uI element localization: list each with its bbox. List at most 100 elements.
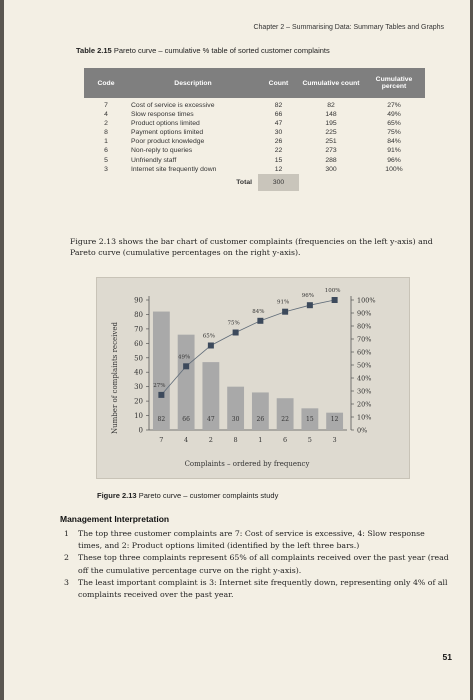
description-cell: Non-reply to queries (131, 147, 193, 155)
y2-tick-label: 50% (357, 362, 371, 370)
y2-tick-label: 80% (357, 323, 371, 331)
header-count: Count (258, 68, 299, 98)
pareto-marker (158, 391, 165, 398)
pareto-curve (161, 299, 335, 396)
description-cell: Poor product knowledge (131, 138, 205, 146)
count-cell: 26 (274, 138, 283, 146)
pareto-marker (257, 317, 264, 324)
bar-value-label: 66 (182, 416, 190, 423)
chart-svg: Number of complaints received Complaints… (111, 288, 376, 468)
pareto-point-label: 84% (252, 309, 264, 315)
y2-tick-label: 90% (357, 310, 371, 318)
cumulative-count-cell: 82 (327, 102, 335, 109)
table-caption-text: Pareto curve – cumulative % table of sor… (113, 46, 330, 55)
cumulative-count-column: 82 148 195 225 251 273 288 300 (299, 98, 363, 174)
table-total-row: Total 300 (84, 173, 425, 191)
pareto-point-label: 65% (203, 334, 215, 340)
pareto-marker (207, 342, 214, 349)
bar (251, 392, 269, 430)
count-cell: 82 (274, 102, 283, 109)
description-cell: Unfriendly staff (131, 156, 177, 164)
y-tick-label: 70 (134, 325, 143, 333)
bar (177, 334, 195, 430)
pareto-point-label: 27% (153, 383, 165, 389)
cumulative-percent-cell: 100% (385, 165, 403, 173)
bar-value-label: 47 (207, 416, 215, 423)
bar-value-label: 26 (257, 416, 265, 423)
bar-value-label: 22 (281, 416, 289, 423)
y-tick-label: 0 (139, 427, 143, 435)
pareto-point-label: 75% (228, 321, 240, 327)
y2-tick-label: 30% (357, 388, 371, 396)
cumulative-percent-cell: 84% (387, 138, 401, 146)
pareto-point-label: 100% (325, 288, 341, 294)
x-tick-label: 6 (283, 436, 287, 444)
cumulative-percent-cell: 65% (387, 120, 401, 128)
pareto-point-label: 49% (178, 354, 190, 360)
bar-value-label: 30 (232, 416, 240, 423)
x-tick-label: 3 (333, 436, 337, 444)
x-tick-label: 4 (184, 436, 188, 444)
bar (152, 311, 170, 430)
count-cell: 22 (274, 147, 283, 155)
figure-caption-text: Pareto curve – customer complaints study (138, 491, 279, 500)
description-cell: Payment options limited (131, 129, 204, 137)
count-cell: 15 (274, 156, 283, 164)
y2-tick-label: 20% (357, 401, 371, 409)
header-cumulative-count: Cumulative count (299, 68, 363, 98)
pareto-point-label: 96% (302, 293, 314, 299)
cumulative-count-cell: 288 (325, 156, 337, 164)
description-cell: Product options limited (131, 120, 200, 128)
y2-tick-label: 60% (357, 349, 371, 357)
list-item: 2 These top three complaints represent 6… (64, 552, 449, 576)
pareto-marker (282, 308, 289, 315)
list-item-number: 3 (64, 577, 69, 587)
cumulative-count-cell: 148 (325, 111, 337, 119)
y2-tick-label: 70% (357, 336, 371, 344)
cumulative-count-cell: 300 (325, 165, 337, 173)
table-header-row: Code Description Count Cumulative count … (84, 68, 425, 98)
x-tick-label: 2 (209, 436, 213, 444)
cumulative-percent-cell: 49% (387, 111, 401, 119)
y-tick-label: 10 (134, 412, 143, 420)
table-body-row: 7 4 2 8 1 6 5 3 Cost of service is exces… (84, 98, 425, 174)
list-item: 1 The top three customer complaints are … (64, 528, 449, 552)
list-item-text: The top three customer complaints are 7:… (78, 529, 425, 551)
list-item-text: The least important complaint is 3: Inte… (78, 577, 448, 600)
x-tick-label: 7 (159, 436, 163, 444)
header-description: Description (128, 68, 258, 98)
bar-value-label: 15 (306, 416, 314, 423)
table-caption-number: Table 2.15 (76, 46, 112, 55)
code-cell: 4 (104, 111, 108, 119)
count-cell: 12 (274, 165, 283, 173)
pareto-table: Code Description Count Cumulative count … (84, 68, 425, 191)
count-cell: 66 (274, 111, 283, 119)
bar (326, 412, 344, 430)
y-tick-label: 80 (134, 311, 143, 319)
x-tick-label: 1 (258, 436, 262, 444)
running-head: Chapter 2 – Summarising Data: Summary Ta… (253, 24, 444, 31)
cumulative-count-cell: 251 (325, 138, 337, 146)
x-tick-label: 8 (234, 436, 238, 444)
code-cell: 1 (104, 138, 108, 146)
cumulative-count-cell: 195 (325, 120, 337, 128)
list-item-number: 2 (64, 553, 69, 563)
code-cell: 5 (104, 156, 108, 164)
intro-paragraph: Figure 2.13 shows the bar chart of custo… (70, 237, 433, 257)
cumulative-count-cell: 225 (325, 129, 337, 137)
bar-value-label: 12 (331, 416, 339, 423)
page-number: 51 (442, 652, 452, 662)
y2-tick-label: 10% (357, 414, 371, 422)
cumulative-percent-cell: 27% (387, 102, 401, 109)
pareto-marker (183, 363, 190, 370)
header-cumulative-percent: Cumulative percent (363, 68, 425, 98)
y2-tick-label: 40% (357, 375, 371, 383)
x-axis-label: Complaints – ordered by frequency (185, 460, 310, 468)
description-cell: Internet site frequently down (131, 165, 217, 173)
y-tick-label: 60 (134, 340, 143, 348)
total-count: 300 (258, 173, 299, 191)
list-item-text: These top three complaints represent 65%… (78, 553, 449, 575)
management-list: 1 The top three customer complaints are … (64, 528, 449, 601)
count-cell: 30 (274, 129, 283, 137)
bar (202, 362, 220, 430)
